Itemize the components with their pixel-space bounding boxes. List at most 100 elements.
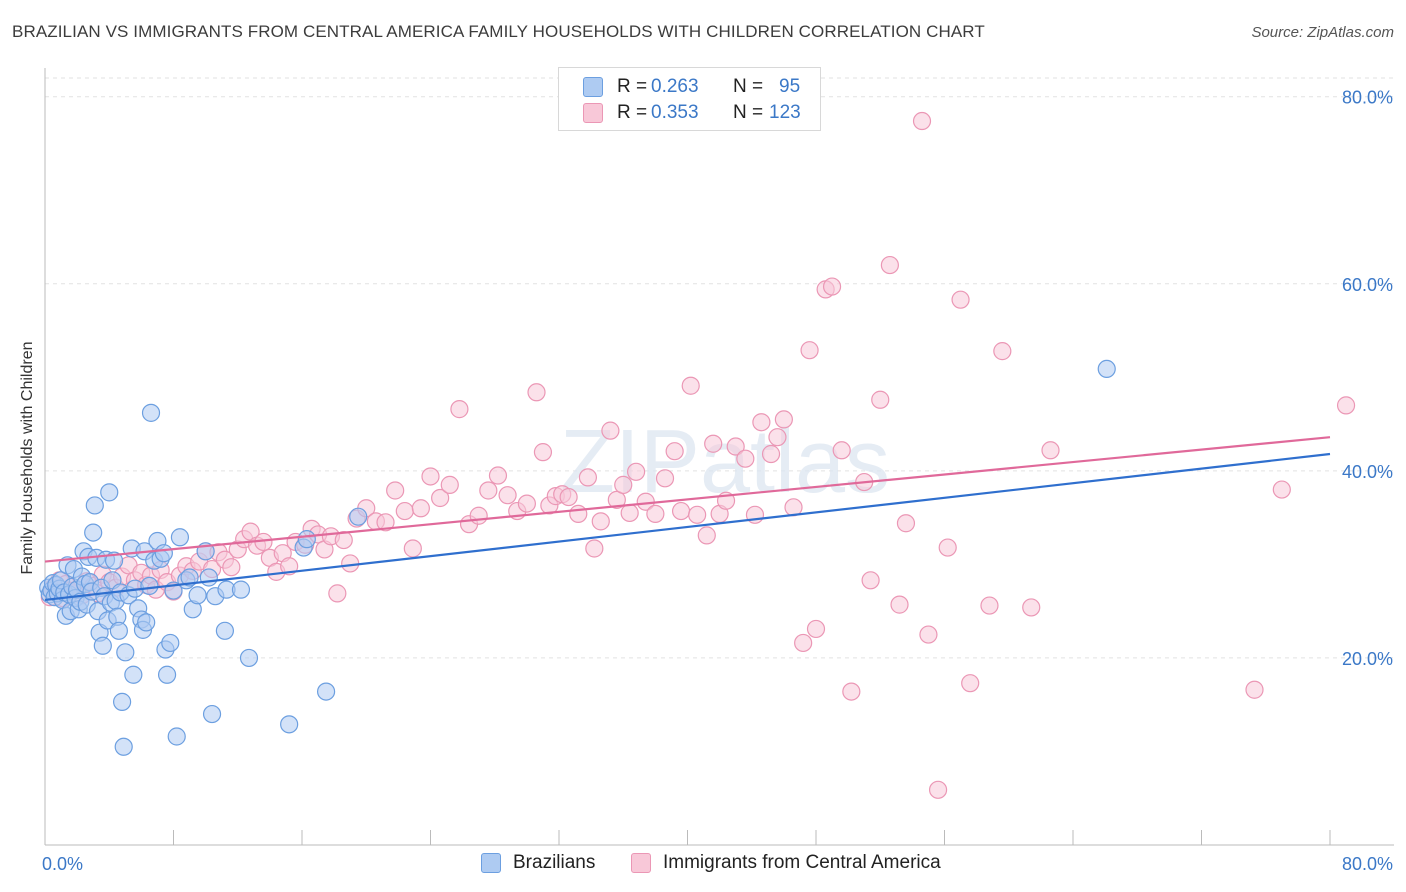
point-immigrants: [871, 390, 890, 409]
n-label: N =: [733, 102, 764, 123]
point-immigrants: [450, 400, 469, 419]
point-immigrants: [1022, 598, 1041, 617]
point-brazilians: [188, 586, 207, 605]
point-immigrants: [559, 487, 578, 507]
r-value: 0.263: [651, 76, 699, 97]
r-value: 0.353: [651, 102, 699, 123]
point-immigrants: [842, 682, 861, 701]
point-immigrants: [880, 255, 899, 275]
point-immigrants: [688, 505, 707, 524]
point-brazilians: [202, 704, 222, 724]
point-immigrants: [386, 481, 405, 500]
legend-label: Brazilians: [513, 852, 596, 873]
point-immigrants: [646, 504, 665, 523]
point-immigrants: [1245, 680, 1264, 699]
point-immigrants: [601, 421, 620, 440]
point-immigrants: [890, 595, 909, 614]
point-immigrants: [912, 111, 932, 131]
point-immigrants: [569, 504, 588, 523]
legend-swatch-blue: [481, 853, 501, 873]
legend-swatch-blue: [583, 77, 603, 97]
y-tick-label: 60.0%: [1342, 275, 1393, 295]
point-brazilians: [112, 692, 132, 711]
point-immigrants: [280, 557, 299, 576]
point-brazilians: [180, 568, 199, 587]
axes: [44, 68, 1394, 846]
point-brazilians: [140, 576, 159, 596]
tick-labels: 20.0% 40.0% 60.0% 80.0% 0.0% 80.0%: [42, 88, 1393, 874]
point-brazilians: [100, 483, 119, 502]
point-brazilians: [109, 621, 128, 640]
y-tick-label: 40.0%: [1342, 462, 1393, 482]
point-immigrants: [665, 442, 684, 461]
legend-row-immigrants: R = 0.353 N = 123: [583, 101, 801, 125]
n-value: 95: [779, 76, 801, 97]
correlation-legend: R = 0.263 N = 95 R = 0.353 N = 123: [558, 67, 821, 131]
point-immigrants: [980, 596, 999, 615]
point-immigrants: [774, 410, 793, 429]
point-immigrants: [341, 554, 360, 573]
series-brazilians: [39, 359, 1116, 756]
point-immigrants: [726, 437, 745, 456]
point-immigrants: [517, 494, 536, 513]
point-immigrants: [1272, 480, 1291, 499]
point-brazilians: [85, 496, 104, 515]
point-immigrants: [469, 506, 488, 525]
point-brazilians: [231, 580, 251, 599]
x-tick-label: 80.0%: [1342, 854, 1393, 874]
x-tick-label: 0.0%: [42, 854, 83, 874]
point-immigrants: [697, 526, 716, 545]
point-brazilians: [199, 568, 218, 587]
legend-item-immigrants: Immigrants from Central America: [631, 852, 941, 874]
point-brazilians: [114, 737, 133, 756]
point-immigrants: [498, 486, 517, 505]
point-immigrants: [1336, 396, 1356, 415]
point-brazilians: [167, 727, 186, 746]
point-brazilians: [1097, 359, 1116, 378]
point-immigrants: [919, 625, 938, 644]
point-immigrants: [928, 780, 948, 799]
trend-line-immigrants: [44, 436, 1331, 563]
point-immigrants: [704, 434, 723, 453]
chart-title: BRAZILIAN VS IMMIGRANTS FROM CENTRAL AME…: [12, 22, 985, 41]
point-immigrants: [806, 619, 826, 639]
point-immigrants: [328, 584, 347, 603]
y-tick-label: 20.0%: [1342, 649, 1393, 669]
legend-item-brazilians: Brazilians: [481, 852, 595, 874]
n-value: 123: [769, 102, 801, 123]
point-immigrants: [591, 512, 610, 531]
point-immigrants: [1041, 441, 1060, 460]
source-label: Source: ZipAtlas.com: [1251, 24, 1394, 41]
point-immigrants: [488, 466, 508, 485]
point-brazilians: [116, 643, 135, 662]
point-immigrants: [533, 443, 553, 462]
point-immigrants: [411, 499, 430, 518]
r-label: R =: [617, 102, 648, 123]
point-immigrants: [395, 501, 414, 521]
point-immigrants: [761, 444, 781, 464]
point-immigrants: [403, 539, 422, 558]
point-immigrants: [752, 413, 771, 432]
point-immigrants: [861, 571, 880, 590]
n-label: N =: [733, 76, 764, 97]
point-immigrants: [736, 449, 755, 468]
point-immigrants: [832, 441, 851, 460]
point-immigrants: [421, 467, 440, 486]
point-immigrants: [620, 503, 639, 523]
point-immigrants: [768, 428, 787, 447]
point-brazilians: [141, 403, 161, 422]
point-brazilians: [124, 665, 143, 684]
point-brazilians: [84, 523, 103, 542]
point-immigrants: [222, 558, 241, 577]
point-immigrants: [376, 513, 395, 532]
point-brazilians: [239, 648, 259, 668]
point-brazilians: [280, 715, 299, 734]
point-immigrants: [578, 468, 598, 487]
point-immigrants: [961, 674, 980, 693]
point-immigrants: [431, 488, 450, 508]
gridlines: [45, 77, 1394, 659]
point-immigrants: [585, 539, 604, 558]
legend-swatch-pink: [583, 103, 603, 123]
point-immigrants: [655, 469, 675, 488]
